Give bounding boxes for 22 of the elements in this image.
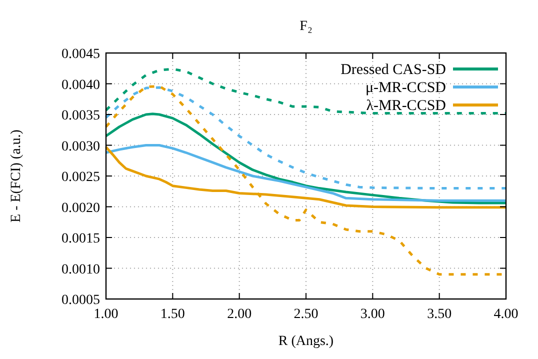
x-tick-label: 1.00 [94,307,118,322]
y-tick-label: 0.0015 [62,232,100,246]
y-tick-label: 0.0045 [62,47,100,62]
x-tick-label: 1.50 [160,307,185,322]
y-axis-title: E - E(FCI) (a.u.) [9,129,24,222]
legend-label: μ-MR-CCSD [365,80,446,96]
chart-title: F₂ [300,19,312,34]
y-tick-label: 0.0020 [62,200,100,216]
x-tick-label: 2.50 [294,307,318,322]
y-tick-label: 0.0025 [62,170,100,185]
y-tick-label: 0.0030 [62,139,100,154]
y-tick-label: 0.0035 [62,108,100,124]
x-tick-label: 3.50 [427,307,452,322]
legend-label: λ-MR-CCSD [366,98,446,114]
x-tick-label: 3.00 [360,307,385,322]
y-tick-label: 0.0040 [62,78,100,93]
y-tick-label: 0.0005 [62,293,100,308]
y-tick-label: 0.0010 [62,262,100,278]
x-tick-label: 4.00 [494,307,518,322]
x-tick-label: 2.00 [227,307,252,322]
x-axis-title: R (Angs.) [278,334,334,349]
legend-label: Dressed CAS-SD [340,62,446,78]
